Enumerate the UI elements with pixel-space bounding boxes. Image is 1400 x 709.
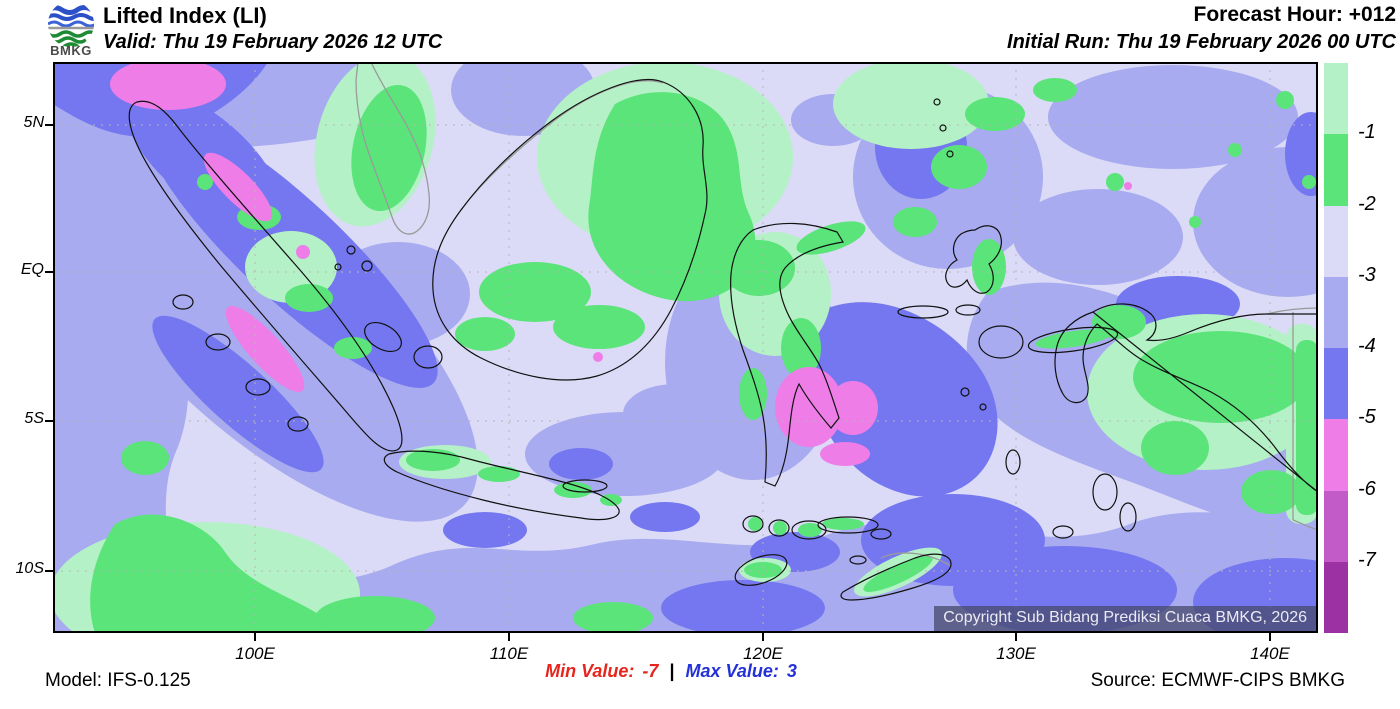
y-axis-label: EQ	[20, 261, 44, 278]
graticule-lines	[53, 62, 1318, 633]
y-axis-tick	[45, 570, 53, 572]
y-axis-label: 5N	[23, 114, 44, 131]
x-axis-label: 140E	[1250, 644, 1290, 663]
legend-label: -5	[1358, 406, 1376, 429]
legend-label: -1	[1358, 121, 1376, 144]
x-axis-tick	[1015, 633, 1017, 641]
legend-color-segment	[1324, 276, 1348, 348]
legend-label: -3	[1358, 263, 1376, 286]
x-axis-label: 100E	[235, 644, 275, 663]
li-contour-map: Copyright Sub Bidang Prediksi Cuaca BMKG…	[53, 62, 1318, 633]
legend-color-segment	[1324, 348, 1348, 420]
initial-run-label: Initial Run: Thu 19 February 2026 00 UTC	[1007, 31, 1396, 53]
y-axis-tick	[45, 271, 53, 273]
x-axis-label: 130E	[996, 644, 1036, 663]
x-axis-label: 120E	[743, 644, 783, 663]
legend-color-segment	[1324, 63, 1348, 135]
x-axis-tick	[254, 633, 256, 641]
y-axis-label: 10S	[15, 560, 44, 577]
legend-color-segment	[1324, 561, 1348, 633]
y-axis-tick	[45, 420, 53, 422]
legend-label: -4	[1358, 335, 1376, 357]
legend-color-segment	[1324, 419, 1348, 491]
bmkg-logo-icon	[44, 1, 100, 59]
min-value: -7	[642, 661, 659, 681]
x-axis-label: 110E	[489, 644, 529, 663]
x-axis-tick	[1269, 633, 1271, 641]
model-label: Model: IFS-0.125	[45, 670, 191, 691]
minmax-separator: |	[669, 661, 675, 681]
legend-color-segment	[1324, 490, 1348, 562]
y-axis-label: 5S	[24, 410, 44, 427]
y-axis-tick	[45, 124, 53, 126]
min-value-label: Min Value:	[545, 661, 635, 681]
legend-label: -2	[1358, 192, 1376, 215]
legend-color-segment	[1324, 134, 1348, 206]
legend-label: -7	[1358, 548, 1376, 571]
legend-label: -6	[1358, 477, 1376, 500]
max-value-label: Max Value:	[685, 661, 779, 681]
contour-fill-layer	[53, 62, 1318, 633]
minmax-line: Min Value: -7 | Max Value: 3	[0, 661, 1371, 682]
max-value: 3	[786, 661, 797, 681]
forecast-hour-label: Forecast Hour: +012	[1193, 3, 1397, 26]
valid-time-label: Valid: Thu 19 February 2026 12 UTC	[103, 31, 443, 53]
color-scale-legend	[1324, 63, 1348, 633]
legend-color-segment	[1324, 205, 1348, 277]
coastlines	[128, 78, 1318, 601]
page-title: Lifted Index (LI)	[103, 3, 267, 28]
copyright-overlay: Copyright Sub Bidang Prediksi Cuaca BMKG…	[934, 606, 1316, 631]
source-label: Source: ECMWF-CIPS BMKG	[1090, 670, 1345, 691]
x-axis-tick	[762, 633, 764, 641]
bmkg-logo-label: BMKG	[50, 43, 92, 58]
x-axis-tick	[508, 633, 510, 641]
